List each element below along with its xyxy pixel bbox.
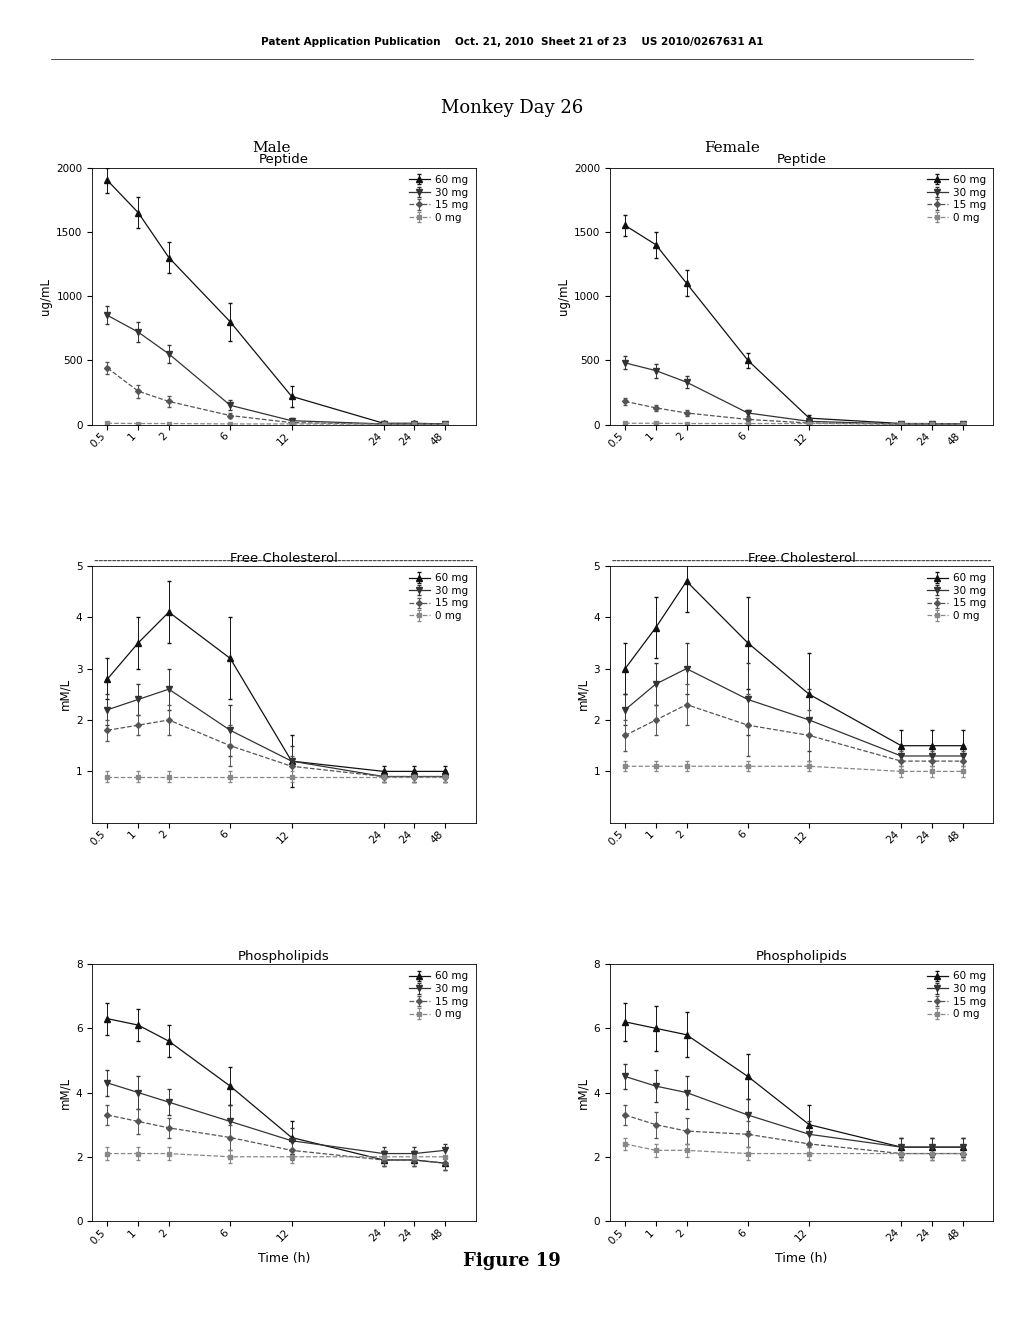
- Text: Male: Male: [252, 141, 291, 156]
- Legend: 60 mg, 30 mg, 15 mg, 0 mg: 60 mg, 30 mg, 15 mg, 0 mg: [407, 173, 470, 224]
- Title: Phospholipids: Phospholipids: [756, 950, 848, 962]
- Title: Free Cholesterol: Free Cholesterol: [748, 552, 855, 565]
- Legend: 60 mg, 30 mg, 15 mg, 0 mg: 60 mg, 30 mg, 15 mg, 0 mg: [407, 572, 470, 623]
- Text: Monkey Day 26: Monkey Day 26: [441, 99, 583, 117]
- Title: Peptide: Peptide: [259, 153, 309, 166]
- Y-axis label: ug/mL: ug/mL: [39, 277, 52, 314]
- Legend: 60 mg, 30 mg, 15 mg, 0 mg: 60 mg, 30 mg, 15 mg, 0 mg: [407, 969, 470, 1022]
- Y-axis label: mM/L: mM/L: [577, 1077, 589, 1109]
- Legend: 60 mg, 30 mg, 15 mg, 0 mg: 60 mg, 30 mg, 15 mg, 0 mg: [925, 572, 988, 623]
- X-axis label: Time (h): Time (h): [258, 1251, 310, 1265]
- Y-axis label: ug/mL: ug/mL: [557, 277, 569, 314]
- Y-axis label: mM/L: mM/L: [58, 678, 72, 710]
- Y-axis label: mM/L: mM/L: [58, 1077, 72, 1109]
- X-axis label: Time (h): Time (h): [775, 1251, 827, 1265]
- Title: Phospholipids: Phospholipids: [238, 950, 330, 962]
- Text: Figure 19: Figure 19: [463, 1251, 561, 1270]
- Legend: 60 mg, 30 mg, 15 mg, 0 mg: 60 mg, 30 mg, 15 mg, 0 mg: [925, 969, 988, 1022]
- Title: Peptide: Peptide: [776, 153, 826, 166]
- Legend: 60 mg, 30 mg, 15 mg, 0 mg: 60 mg, 30 mg, 15 mg, 0 mg: [925, 173, 988, 224]
- Text: Patent Application Publication    Oct. 21, 2010  Sheet 21 of 23    US 2010/02676: Patent Application Publication Oct. 21, …: [261, 37, 763, 48]
- Title: Free Cholesterol: Free Cholesterol: [230, 552, 338, 565]
- Text: Female: Female: [705, 141, 760, 156]
- Y-axis label: mM/L: mM/L: [577, 678, 589, 710]
